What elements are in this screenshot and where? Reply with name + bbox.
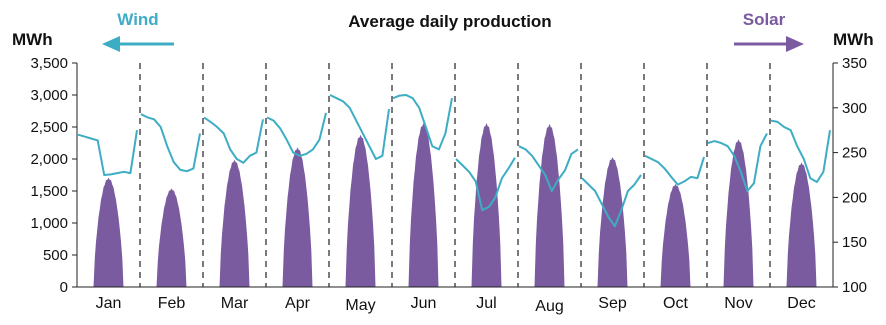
x-tick-label: Feb <box>158 295 186 312</box>
y-axis-right-label: MWh <box>833 30 874 49</box>
y-left-tick-label: 2,000 <box>30 151 68 168</box>
wind-line-jun <box>392 94 453 151</box>
x-tick-label: Sep <box>598 295 627 312</box>
y-left-tick-label: 2,500 <box>30 119 68 136</box>
solar-area-dec <box>786 162 817 287</box>
wind-line-apr <box>266 112 327 157</box>
wind-line-nov <box>707 132 768 192</box>
solar-area-may <box>345 134 376 287</box>
x-tick-label: May <box>345 297 375 314</box>
wind-line-oct <box>644 154 705 186</box>
y-axis-right-ticks: 100 150 200 250 300 350 <box>833 55 867 296</box>
x-tick-label: Jun <box>411 295 437 312</box>
y-right-tick-label: 250 <box>842 145 867 162</box>
y-left-tick-label: 0 <box>60 279 68 296</box>
axes <box>76 63 834 288</box>
wind-line-dec <box>770 119 831 183</box>
y-right-tick-label: 300 <box>842 100 867 117</box>
y-left-tick-label: 3,500 <box>30 55 68 72</box>
x-tick-label: Nov <box>724 295 752 312</box>
solar-area-apr <box>282 147 313 287</box>
legend-solar-arrow-icon <box>786 36 804 52</box>
chart-title: Average daily production <box>348 12 551 31</box>
x-tick-label: Oct <box>663 295 688 312</box>
solar-area-mar <box>219 159 250 287</box>
legend-solar: Solar <box>734 10 804 52</box>
x-tick-label: Mar <box>221 295 249 312</box>
y-left-tick-label: 3,000 <box>30 87 68 104</box>
wind-line-jul <box>455 157 516 212</box>
wind-line-aug <box>518 145 579 192</box>
wind-line-mar <box>203 116 264 164</box>
solar-series <box>93 123 817 288</box>
solar-area-aug <box>534 123 565 288</box>
wind-series <box>77 94 831 228</box>
legend-wind-arrow-icon <box>102 36 120 52</box>
wind-line-may <box>329 94 390 160</box>
solar-area-jun <box>408 123 439 287</box>
solar-area-jul <box>471 123 502 287</box>
solar-area-feb <box>156 188 187 287</box>
solar-area-nov <box>723 139 754 287</box>
solar-area-jan <box>93 177 124 287</box>
legend-solar-label: Solar <box>743 10 786 29</box>
x-tick-label: Dec <box>787 295 815 312</box>
wind-line-sep <box>581 174 642 228</box>
wind-line-feb <box>140 113 201 173</box>
x-tick-label: Jan <box>96 295 122 312</box>
y-left-tick-label: 500 <box>43 247 68 264</box>
x-tick-label: Jul <box>476 295 496 312</box>
y-right-tick-label: 100 <box>842 279 867 296</box>
y-right-tick-label: 350 <box>842 55 867 72</box>
y-right-tick-label: 200 <box>842 189 867 206</box>
y-left-tick-label: 1,500 <box>30 183 68 200</box>
y-left-tick-label: 1,000 <box>30 215 68 232</box>
legend-wind-label: Wind <box>117 10 158 29</box>
x-tick-label: Aug <box>535 298 563 315</box>
y-axis-left-label: MWh <box>12 30 53 49</box>
solar-area-oct <box>660 184 691 287</box>
x-tick-label: Apr <box>285 295 311 312</box>
legend-wind: Wind <box>102 10 174 52</box>
month-separators <box>139 63 771 287</box>
y-axis-left-ticks: 0 500 1,000 1,500 2,000 2,500 3,000 3,500 <box>30 55 77 296</box>
y-right-tick-label: 150 <box>842 234 867 251</box>
x-axis-labels: Jan Feb Mar Apr May Jun Jul Aug Sep Oct Nov Dec <box>96 295 816 315</box>
wind-line-jan <box>77 130 138 176</box>
